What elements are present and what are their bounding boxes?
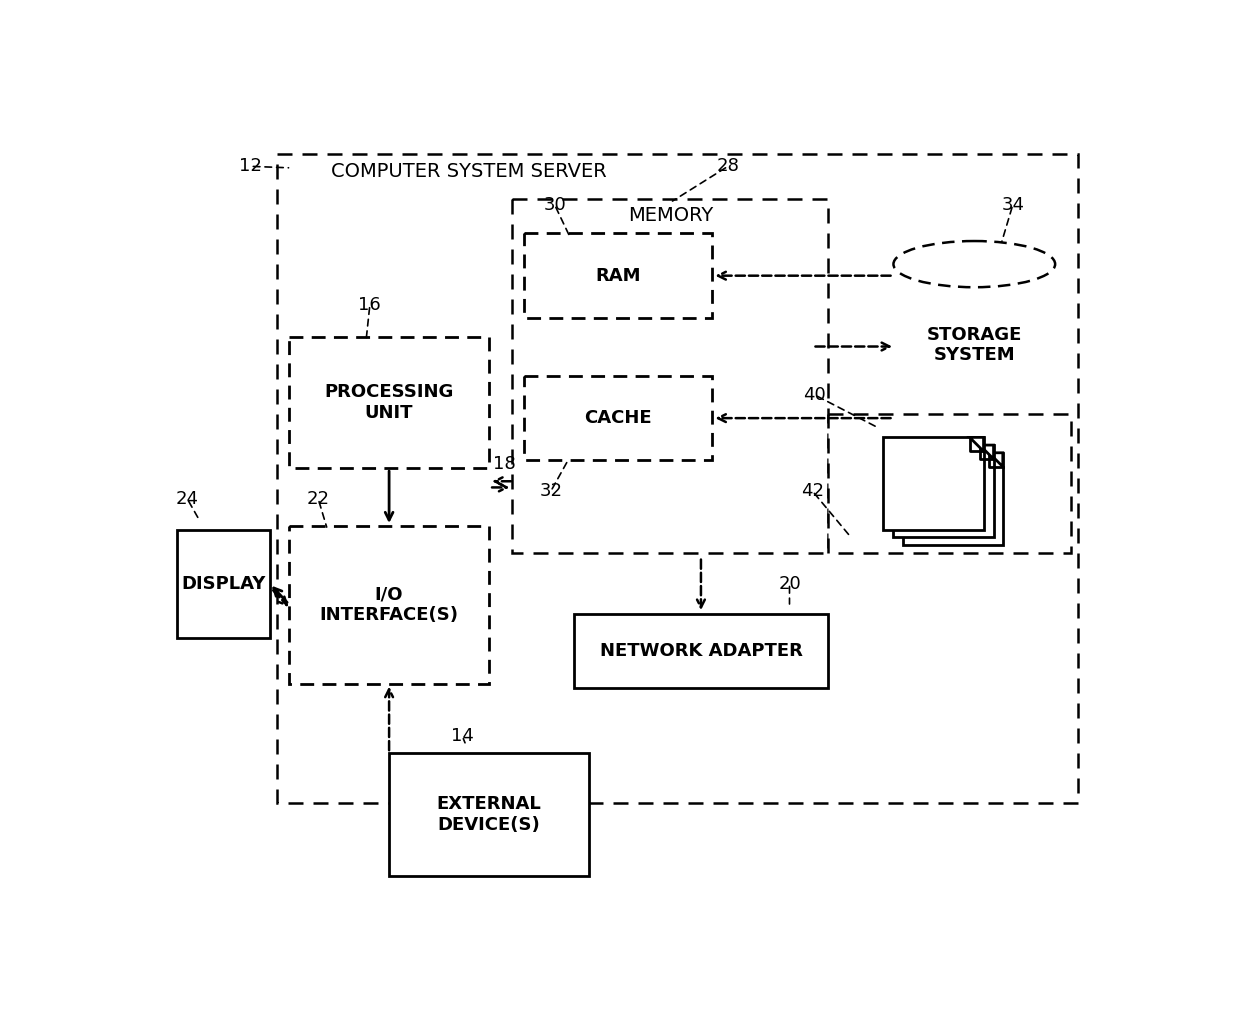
Text: 12: 12 (239, 157, 262, 175)
Bar (883, 437, 983, 529)
Polygon shape (970, 437, 983, 451)
Text: CACHE: CACHE (584, 409, 651, 427)
Bar (278, 154, 1079, 803)
Bar (894, 445, 993, 537)
Bar (512, 199, 828, 553)
Bar (903, 453, 1003, 546)
Text: 18: 18 (494, 455, 516, 474)
Text: 40: 40 (804, 386, 826, 404)
Bar (523, 233, 713, 318)
Text: 24: 24 (176, 490, 198, 508)
Bar (177, 529, 270, 638)
Text: 34: 34 (1002, 196, 1024, 214)
Text: I/O
INTERFACE(S): I/O INTERFACE(S) (320, 585, 459, 624)
Text: 32: 32 (539, 483, 562, 500)
Bar (523, 376, 713, 460)
Text: 42: 42 (801, 483, 825, 500)
Ellipse shape (894, 241, 1055, 287)
Text: 28: 28 (717, 157, 739, 175)
Text: 30: 30 (543, 196, 565, 214)
Text: 16: 16 (358, 296, 381, 314)
Bar (894, 264, 1055, 426)
Text: NETWORK ADAPTER: NETWORK ADAPTER (599, 642, 802, 660)
Text: STORAGE
SYSTEM: STORAGE SYSTEM (926, 325, 1022, 364)
Text: 20: 20 (779, 575, 801, 592)
Text: PROCESSING
UNIT: PROCESSING UNIT (325, 383, 454, 422)
Text: 14: 14 (451, 727, 474, 745)
Text: EXTERNAL
DEVICE(S): EXTERNAL DEVICE(S) (436, 795, 542, 835)
Bar (289, 338, 490, 468)
Text: RAM: RAM (595, 267, 641, 285)
Text: MEMORY: MEMORY (627, 207, 713, 225)
Bar (828, 415, 1070, 553)
Text: DISPLAY: DISPLAY (181, 575, 265, 592)
Ellipse shape (894, 403, 1055, 449)
Bar (574, 614, 828, 687)
Polygon shape (990, 453, 1003, 466)
Polygon shape (980, 445, 993, 459)
Bar (389, 753, 589, 876)
Text: COMPUTER SYSTEM SERVER: COMPUTER SYSTEM SERVER (331, 161, 608, 180)
Text: 22: 22 (306, 490, 330, 508)
Bar (289, 526, 490, 683)
